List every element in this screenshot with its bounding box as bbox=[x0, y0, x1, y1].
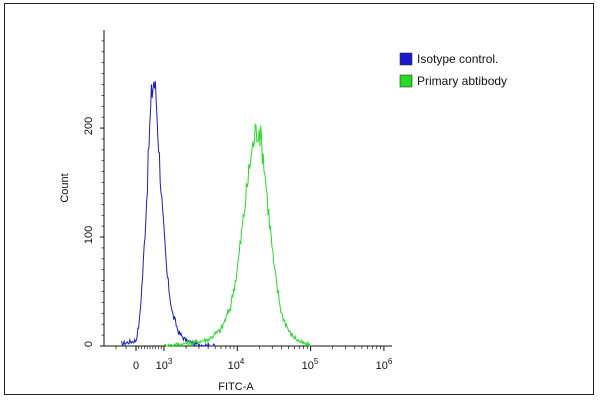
x-tick-label: 0 bbox=[133, 360, 139, 372]
series-line-1 bbox=[163, 122, 311, 348]
legend-swatch-isotype bbox=[399, 52, 413, 66]
legend: Isotype control. Primary abtibody bbox=[399, 52, 507, 88]
y-tick-label: 100 bbox=[83, 226, 95, 244]
legend-label-primary: Primary abtibody bbox=[417, 74, 507, 88]
tick-marks bbox=[100, 40, 385, 351]
legend-swatch-primary bbox=[399, 74, 413, 88]
x-axis-title: FITC-A bbox=[218, 381, 254, 393]
legend-label-isotype: Isotype control. bbox=[417, 52, 498, 66]
series-layer bbox=[120, 81, 311, 348]
x-tick-label: 103 bbox=[156, 357, 173, 372]
y-tick-label: 0 bbox=[83, 341, 95, 347]
y-axis-title: Count bbox=[59, 173, 71, 202]
x-tick-label: 104 bbox=[228, 357, 245, 372]
x-tick-label: 105 bbox=[302, 357, 319, 372]
y-tick-label: 200 bbox=[83, 117, 95, 135]
chart-frame bbox=[4, 3, 594, 395]
series-line-0 bbox=[120, 81, 216, 348]
x-tick-label: 106 bbox=[376, 357, 393, 372]
